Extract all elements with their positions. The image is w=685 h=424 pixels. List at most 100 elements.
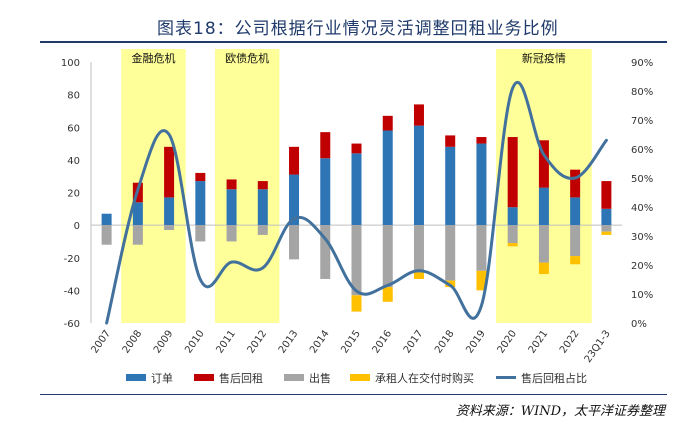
x-tick-label: 2007 <box>89 328 113 355</box>
x-tick-label: 2019 <box>464 328 488 355</box>
highlight-band-1 <box>121 49 186 323</box>
x-tick-label: 2009 <box>152 328 176 355</box>
legend-swatch-order <box>126 374 146 381</box>
footer-divider <box>40 394 667 395</box>
bar-leaseback <box>257 181 268 190</box>
bar-sale <box>320 225 331 279</box>
legend-swatch-intermediate <box>350 374 370 381</box>
bar-order <box>601 208 612 226</box>
highlight-band-2 <box>214 49 280 323</box>
legend-label-sale: 出售 <box>309 372 331 385</box>
bar-order <box>538 187 549 226</box>
highlight-label-1: 金融危机 <box>131 51 175 65</box>
bar-sale <box>351 225 362 296</box>
bar-intermediate <box>382 287 393 302</box>
y-tick-left: 40 <box>67 156 80 167</box>
bar-sale <box>382 225 393 288</box>
y-tick-right: 50% <box>631 174 653 185</box>
bar-order <box>101 213 112 226</box>
bar-intermediate <box>507 243 518 247</box>
bar-leaseback <box>601 181 612 209</box>
y-tick-left: -20 <box>64 254 80 265</box>
bar-order <box>289 174 300 226</box>
y-tick-left: 20 <box>67 189 80 200</box>
y-tick-right: 10% <box>631 290 653 301</box>
y-tick-right: 60% <box>631 145 653 156</box>
y-tick-left: 100 <box>61 58 80 69</box>
bar-intermediate <box>570 256 581 265</box>
bar-leaseback <box>382 115 393 131</box>
bar-sale <box>413 225 424 273</box>
y-tick-right: 30% <box>631 232 653 243</box>
bar-leaseback <box>195 172 206 182</box>
x-tick-label: 2016 <box>371 328 395 355</box>
chart: 金融危机 欧债危机 新冠疫情 -60 -40 -20 0 20 40 60 80 100 0% 10% 20… <box>61 49 653 365</box>
bar-intermediate <box>351 295 362 312</box>
chart-title: 图表18：公司根据行业情况灵活调整回租业务比例 <box>157 19 559 39</box>
legend-swatch-ratio <box>496 376 516 379</box>
bar-sale <box>445 225 456 281</box>
legend-label-order: 订单 <box>151 372 173 385</box>
bar-sale <box>101 225 112 245</box>
bar-order <box>413 125 424 226</box>
x-tick-label: 23Q1-3 <box>583 328 613 365</box>
x-tick-label: 2010 <box>183 328 207 355</box>
x-tick-label: 2020 <box>496 328 520 355</box>
bar-leaseback <box>164 146 175 198</box>
bar-intermediate <box>538 262 549 275</box>
bar-leaseback <box>445 135 456 147</box>
x-tick-label: 2008 <box>121 328 145 355</box>
x-tick-label: 2013 <box>277 328 301 355</box>
bar-order <box>445 146 456 226</box>
x-tick-label: 2022 <box>558 328 582 355</box>
bar-leaseback <box>320 132 331 159</box>
bar-order <box>226 189 237 226</box>
y-tick-left: 0 <box>74 221 80 232</box>
x-tick-label: 2014 <box>308 328 332 355</box>
highlight-label-3: 新冠疫情 <box>522 51 566 65</box>
legend-label-intermediate: 承租人在交付时购买 <box>375 372 474 385</box>
y-tick-left: -40 <box>64 286 80 297</box>
y-tick-right: 0% <box>631 319 647 330</box>
bar-order <box>351 153 362 226</box>
bar-order <box>507 207 518 226</box>
bar-leaseback <box>351 143 362 154</box>
y-tick-right: 90% <box>631 58 653 69</box>
bar-order <box>382 130 393 226</box>
bar-leaseback <box>476 137 487 144</box>
x-tick-label: 2018 <box>433 328 457 355</box>
highlight-label-2: 欧债危机 <box>225 51 269 65</box>
bar-sale <box>507 225 518 244</box>
y-tick-left: 60 <box>67 123 80 134</box>
bar-order <box>164 197 175 226</box>
bar-sale <box>601 225 612 232</box>
bar-sale <box>164 225 175 231</box>
bar-intermediate <box>476 270 487 291</box>
bar-leaseback <box>413 104 424 126</box>
bar-leaseback <box>538 140 549 188</box>
title-underline <box>40 41 667 43</box>
y-tick-right: 70% <box>631 116 653 127</box>
bar-order <box>257 189 268 226</box>
bar-sale <box>257 225 268 235</box>
legend-label-ratio: 售后回租占比 <box>521 372 587 385</box>
bar-sale <box>226 225 237 242</box>
x-tick-label: 2011 <box>214 328 238 355</box>
bar-intermediate <box>601 231 612 235</box>
x-tick-label: 2012 <box>246 328 270 355</box>
x-tick-label: 2015 <box>339 328 363 355</box>
y-tick-right: 80% <box>631 87 653 98</box>
bar-leaseback <box>507 137 518 208</box>
bar-order <box>132 202 143 226</box>
legend-swatch-leaseback <box>194 374 214 381</box>
bar-sale <box>289 225 300 260</box>
bar-leaseback <box>570 169 581 198</box>
y-tick-right: 40% <box>631 203 653 214</box>
bar-sale <box>476 225 487 271</box>
bar-order <box>195 181 206 226</box>
bar-leaseback <box>226 179 237 190</box>
x-tick-label: 2017 <box>402 328 426 355</box>
legend-swatch-sale <box>284 374 304 381</box>
bar-order <box>570 197 581 226</box>
bar-order <box>476 143 487 226</box>
